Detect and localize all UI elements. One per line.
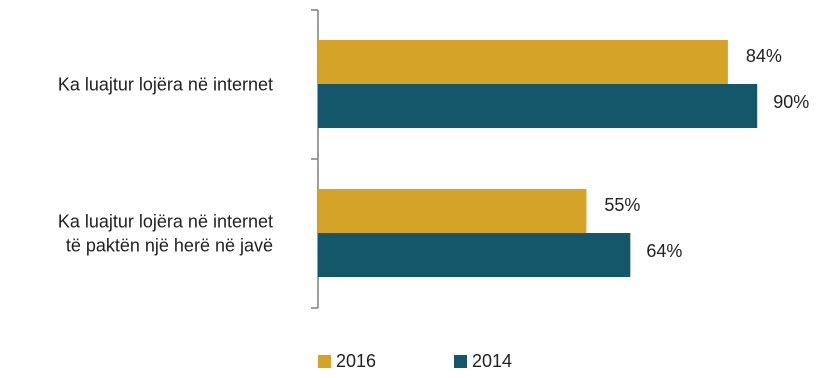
bar-2016-1 — [318, 40, 728, 84]
legend-label: 2016 — [336, 351, 376, 371]
bar-2016-2 — [318, 189, 587, 233]
legend-swatch-2016 — [318, 355, 331, 368]
bar-2014-1 — [318, 84, 758, 128]
legend-label: 2014 — [472, 351, 512, 371]
bar-2014-2 — [318, 233, 631, 277]
legend-swatch-2014 — [454, 355, 467, 368]
category-label: të paktën një herë në javë — [66, 236, 273, 256]
category-label: Ka luajtur lojëra në internet — [58, 212, 273, 232]
category-labels: Ka luajtur lojëra në internet Ka luajtur … — [58, 75, 273, 256]
category-label: Ka luajtur lojëra në internet — [58, 75, 273, 95]
data-label: 64% — [646, 241, 682, 261]
category-axis — [311, 9, 319, 309]
data-label: 90% — [773, 92, 809, 112]
data-label: 84% — [746, 46, 782, 66]
bars — [318, 40, 758, 277]
data-labels: 84% 90% 55% 64% — [604, 46, 809, 261]
data-label: 55% — [604, 195, 640, 215]
legend: 2016 2014 — [318, 351, 512, 371]
